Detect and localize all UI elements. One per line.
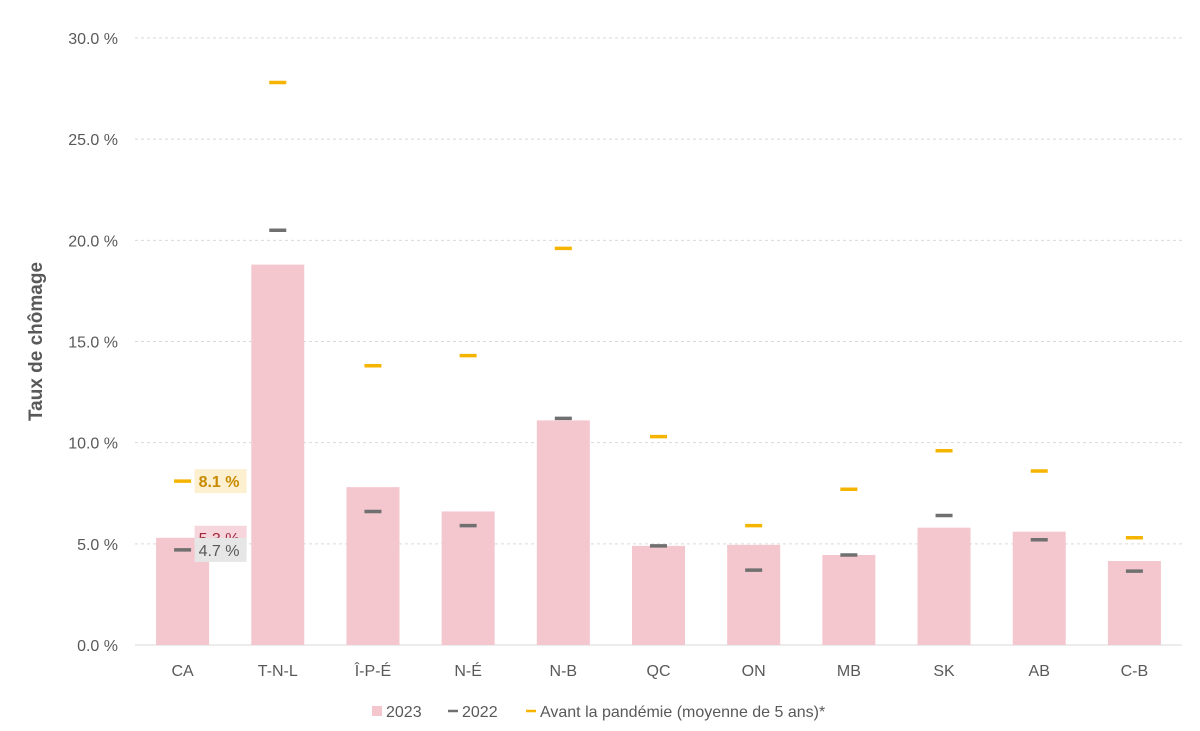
y-tick-label: 10.0 % xyxy=(68,436,118,453)
y-tick-label: 20.0 % xyxy=(68,233,118,250)
bar-2023 xyxy=(1107,561,1161,645)
y-tick-label: 25.0 % xyxy=(68,132,118,149)
x-tick-label: AB xyxy=(1029,663,1050,680)
x-tick-label: QC xyxy=(647,663,671,680)
y-tick-label: 15.0 % xyxy=(68,335,118,352)
legend-label: Avant la pandémie (moyenne de 5 ans)* xyxy=(540,704,825,721)
x-tick-label: SK xyxy=(933,663,955,680)
bar-2023 xyxy=(441,511,495,645)
callout-box xyxy=(194,469,247,494)
x-tick-label: Î-P-É xyxy=(354,661,391,680)
callout-label: 4.7 % xyxy=(199,543,240,560)
x-tick-label: T-N-L xyxy=(258,663,298,680)
callout-label: 8.1 % xyxy=(199,474,240,491)
x-tick-label: CA xyxy=(171,663,194,680)
bar-2023 xyxy=(536,420,590,645)
bar-2023 xyxy=(346,487,400,645)
x-tick-label: MB xyxy=(837,663,861,680)
legend-label: 2023 xyxy=(386,704,422,721)
y-tick-label: 0.0 % xyxy=(77,638,118,655)
x-tick-label: N-É xyxy=(454,661,482,680)
bar-2023 xyxy=(917,527,971,645)
legend-swatch-2023 xyxy=(372,706,382,716)
x-tick-label: C-B xyxy=(1121,663,1149,680)
y-tick-label: 5.0 % xyxy=(77,537,118,554)
bar-2023 xyxy=(727,544,781,645)
bar-2023 xyxy=(251,264,305,645)
bar-2023 xyxy=(822,554,876,645)
callout-box xyxy=(194,537,247,562)
legend-label: 2022 xyxy=(462,704,498,721)
bar-2023 xyxy=(632,545,685,645)
y-tick-label: 30.0 % xyxy=(68,31,118,48)
bar-2023 xyxy=(1012,531,1066,645)
x-tick-label: N-B xyxy=(550,663,578,680)
y-axis-title: Taux de chômage xyxy=(26,262,47,421)
x-tick-label: ON xyxy=(742,663,766,680)
